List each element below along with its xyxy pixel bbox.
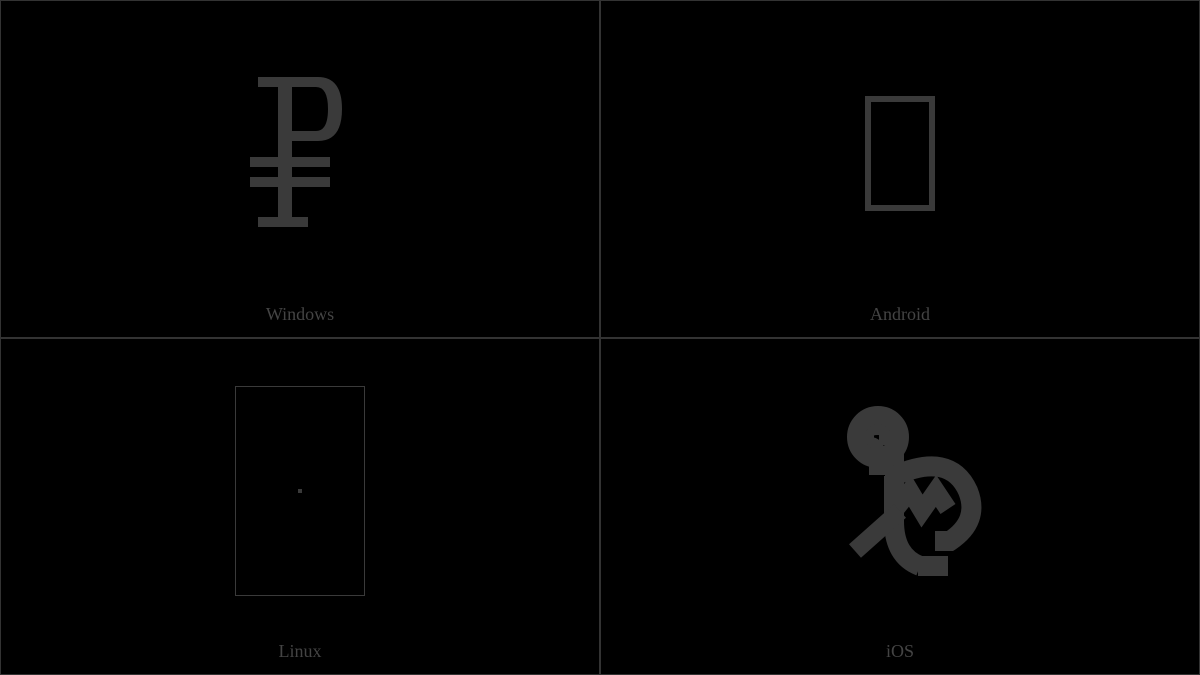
- cell-windows: Windows: [0, 0, 600, 338]
- cell-linux: Linux: [0, 338, 600, 675]
- glyph-ios: [601, 339, 1199, 675]
- thin-box-glyph-icon: [235, 386, 365, 596]
- cell-ios: iOS: [600, 338, 1200, 675]
- os-label-android: Android: [870, 304, 930, 325]
- missing-glyph-box-icon: [865, 96, 935, 211]
- glyph-linux: [1, 339, 599, 675]
- os-label-linux: Linux: [279, 641, 322, 662]
- cell-android: Android: [600, 0, 1200, 338]
- swirl-glyph-icon: [800, 391, 1000, 591]
- os-label-ios: iOS: [886, 641, 914, 662]
- os-label-windows: Windows: [266, 304, 334, 325]
- ruble-sign-icon: [240, 69, 360, 239]
- tiny-dot-icon: [298, 489, 302, 493]
- glyph-windows: [1, 1, 599, 337]
- glyph-comparison-grid: Windows Android Linux: [0, 0, 1200, 675]
- glyph-android: [601, 1, 1199, 337]
